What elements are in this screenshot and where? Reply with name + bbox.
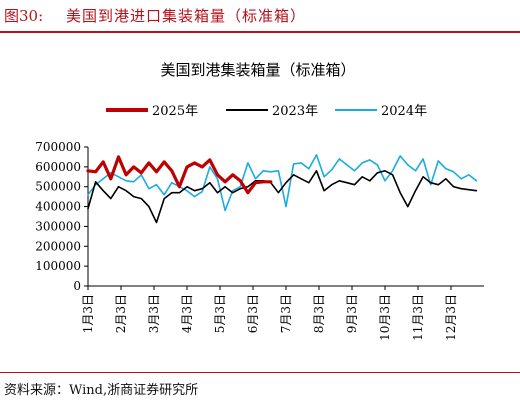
figure-number: 图30: [4,7,44,25]
figure-title: 美国到港进口集装箱量（标准箱） [66,7,307,25]
y-tick-label: 300000 [35,219,81,233]
x-tick-label: 1月3日 [81,294,95,333]
x-tick-label: 10月3日 [378,294,392,341]
series-line-2023 [87,170,478,224]
series-line-2024 [87,154,478,212]
y-tick-label: 700000 [35,140,81,154]
footer-rule [0,372,520,373]
legend-label-2023: 2023年 [272,104,318,119]
x-tick-label: 8月3日 [312,294,326,333]
x-tick-label: 6月3日 [246,294,260,333]
source-note: 资料来源：Wind,浙商证券研究所 [4,383,199,398]
legend-label-2024: 2024年 [381,104,427,119]
y-tick-label: 600000 [35,160,81,174]
chart-title: 美国到港集装箱量（标准箱） [160,61,355,79]
figure-header: 图30: 美国到港进口集装箱量（标准箱） [0,0,520,30]
y-tick-label: 200000 [35,239,81,253]
header-rule [0,31,520,33]
x-tick-label: 3月3日 [147,294,161,333]
legend-label-2025: 2025年 [152,104,198,119]
x-tick-label: 7月3日 [279,294,293,333]
y-axis: 700000 600000 500000 400000 300000 200000 1000… [35,140,89,293]
x-tick-label: 2月3日 [114,294,128,333]
x-tick-label: 9月3日 [345,294,359,333]
y-tick-label: 400000 [35,200,81,214]
x-tick-label: 11月3日 [411,294,425,341]
y-tick-label: 0 [73,279,81,293]
line-chart: 美国到港集装箱量（标准箱） 2025年 2023年 2024年 700000 6000… [35,61,484,341]
x-axis: 1月3日 2月3日 3月3日 4月3日 5月3日 6月3日 7月3日 8月3日 9月3日 10月3… [81,285,484,341]
series-line-2025 [86,155,273,195]
x-tick-label: 12月3日 [444,294,458,341]
y-tick-label: 500000 [35,180,81,194]
plot-area [86,154,478,224]
x-tick-label: 4月3日 [180,294,194,333]
chart-legend: 2025年 2023年 2024年 [106,104,427,119]
x-tick-label: 5月3日 [213,294,227,333]
y-tick-label: 100000 [35,259,81,273]
